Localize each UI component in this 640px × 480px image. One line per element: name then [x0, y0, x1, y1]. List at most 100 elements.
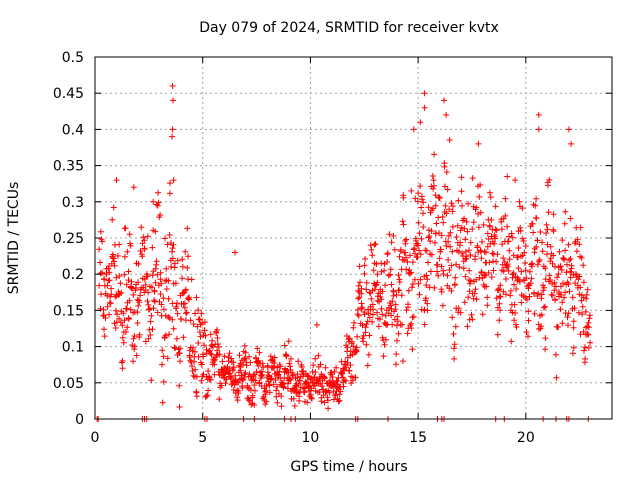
data-point [374, 271, 381, 278]
data-point [433, 220, 440, 227]
data-point [109, 216, 116, 223]
data-point [440, 271, 447, 277]
data-point [492, 226, 499, 233]
data-point [581, 347, 587, 354]
data-point [576, 273, 583, 280]
data-point [448, 262, 455, 269]
data-point [219, 358, 226, 365]
data-point [437, 246, 444, 253]
data-point [555, 271, 562, 277]
data-point [422, 295, 429, 302]
data-point [226, 350, 233, 357]
data-point [473, 204, 480, 211]
data-point [534, 237, 541, 244]
data-point [378, 268, 385, 275]
data-point [254, 345, 261, 352]
data-point [186, 347, 193, 354]
data-point [559, 320, 566, 327]
data-point [565, 310, 572, 317]
data-point [467, 239, 474, 246]
y-tick-label: 0.5 [62, 50, 84, 66]
data-point [135, 302, 142, 309]
data-point [166, 190, 173, 197]
data-point [170, 97, 176, 104]
data-point [403, 254, 409, 261]
data-point [492, 235, 499, 242]
data-point [114, 311, 121, 318]
data-point [144, 233, 151, 240]
data-point [470, 295, 477, 302]
data-point [480, 221, 487, 228]
data-point [274, 399, 281, 406]
data-point [520, 238, 527, 244]
data-point [382, 282, 389, 289]
data-point [135, 279, 142, 286]
data-point [428, 228, 435, 234]
data-point [159, 347, 166, 354]
data-point [268, 375, 275, 382]
data-point [469, 226, 476, 233]
data-point [476, 274, 483, 281]
data-point [449, 248, 456, 255]
data-point [182, 287, 189, 294]
data-point [375, 323, 382, 330]
data-point [452, 323, 459, 330]
data-point [285, 338, 292, 345]
data-point [400, 221, 407, 228]
data-point [508, 338, 515, 345]
data-point [302, 378, 309, 385]
data-point [515, 245, 522, 251]
data-point [474, 242, 481, 249]
data-point [246, 397, 253, 404]
data-point [108, 291, 115, 298]
data-point [151, 287, 158, 294]
data-point [532, 202, 539, 209]
data-point [408, 269, 415, 276]
data-point [513, 286, 520, 292]
data-point [373, 261, 380, 267]
data-point [367, 242, 374, 249]
data-point [515, 265, 522, 272]
data-point [535, 290, 542, 297]
data-point [483, 283, 490, 290]
data-point [512, 177, 519, 184]
data-point [200, 353, 207, 360]
data-point [374, 309, 380, 316]
data-point [531, 290, 537, 297]
data-point [171, 260, 178, 267]
data-point [101, 333, 108, 340]
data-point [169, 133, 176, 140]
data-point [160, 295, 167, 302]
data-point [316, 389, 323, 395]
data-point [295, 381, 302, 387]
data-point [516, 278, 523, 285]
data-point [234, 397, 241, 404]
data-point [464, 323, 471, 330]
data-point [99, 270, 106, 276]
data-point [504, 173, 511, 180]
data-point [498, 218, 505, 225]
data-point [428, 251, 435, 258]
data-point [571, 305, 578, 312]
data-point [556, 248, 563, 255]
data-point [100, 306, 107, 313]
data-point [120, 339, 127, 346]
data-point [396, 279, 403, 285]
data-point [398, 292, 405, 299]
data-point [446, 137, 453, 143]
data-point [275, 371, 282, 378]
data-point [318, 398, 325, 405]
data-point [585, 344, 592, 351]
x-tick-label: 15 [409, 430, 427, 446]
data-point [567, 215, 574, 222]
data-point [492, 203, 499, 210]
data-point [479, 238, 486, 245]
data-point [443, 210, 450, 217]
data-point [192, 310, 198, 317]
data-point [129, 285, 135, 292]
data-point [266, 389, 273, 396]
data-point [430, 177, 437, 184]
data-point [362, 255, 369, 262]
data-point [328, 369, 335, 376]
data-point [163, 265, 170, 272]
